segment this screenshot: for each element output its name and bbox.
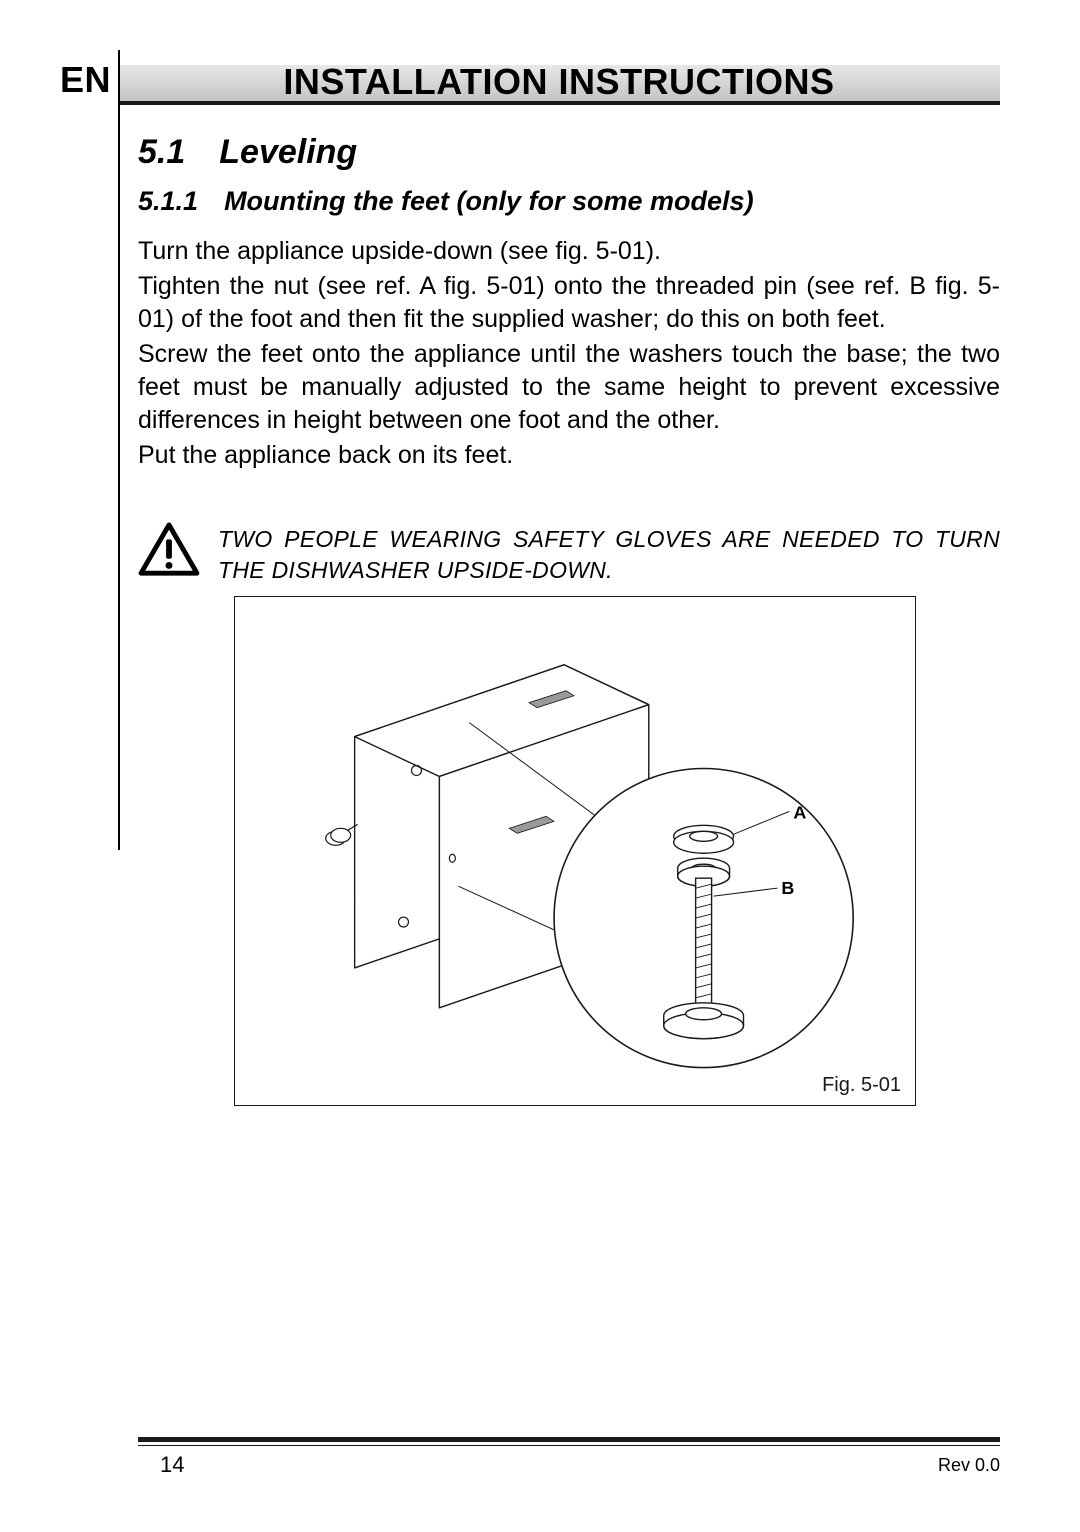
- figure-label-a: A: [793, 802, 806, 822]
- paragraph-2: Tighten the nut (see ref. A fig. 5-01) o…: [138, 270, 1000, 336]
- header-title: INSTALLATION INSTRUCTIONS: [118, 61, 1000, 105]
- warning-icon: [138, 522, 200, 583]
- figure-label-b: B: [781, 878, 794, 898]
- page-header: EN INSTALLATION INSTRUCTIONS: [60, 50, 1000, 105]
- section-number: 5.1: [138, 133, 185, 172]
- warning-text: TWO PEOPLE WEARING SAFETY GLOVES ARE NEE…: [218, 522, 1000, 586]
- header-title-container: INSTALLATION INSTRUCTIONS: [118, 61, 1000, 105]
- figure-svg: A B: [235, 597, 915, 1106]
- vertical-rule: [118, 50, 120, 850]
- body-text: Turn the appliance upside-down (see fig.…: [138, 235, 1000, 472]
- figure-5-01: A B Fig. 5-01: [234, 596, 916, 1106]
- page-number: 14: [160, 1452, 184, 1478]
- paragraph-3: Screw the feet onto the appliance until …: [138, 338, 1000, 437]
- paragraph-4: Put the appliance back on its feet.: [138, 439, 1000, 472]
- footer-rule-thick: [138, 1437, 1000, 1442]
- subsection-heading: 5.1.1 Mounting the feet (only for some m…: [138, 186, 1000, 217]
- warning-block: TWO PEOPLE WEARING SAFETY GLOVES ARE NEE…: [138, 522, 1000, 586]
- footer-rule-thin: [138, 1445, 1000, 1446]
- page: EN INSTALLATION INSTRUCTIONS 5.1 Levelin…: [0, 0, 1080, 1532]
- section-title: Leveling: [219, 133, 357, 172]
- figure-caption: Fig. 5-01: [822, 1074, 901, 1097]
- revision-label: Rev 0.0: [938, 1455, 1000, 1476]
- subsection-number: 5.1.1: [138, 186, 198, 217]
- section-heading: 5.1 Leveling: [138, 133, 1000, 172]
- content-area: 5.1 Leveling 5.1.1 Mounting the feet (on…: [138, 133, 1000, 1106]
- subsection-title: Mounting the feet (only for some models): [224, 186, 754, 217]
- paragraph-1: Turn the appliance upside-down (see fig.…: [138, 235, 1000, 268]
- language-code: EN: [60, 59, 118, 101]
